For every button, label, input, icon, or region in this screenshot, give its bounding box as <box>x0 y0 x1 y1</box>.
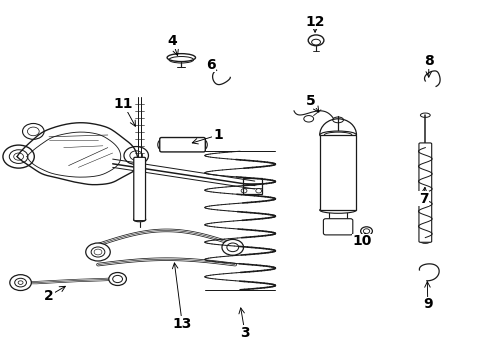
FancyBboxPatch shape <box>134 157 146 221</box>
Text: 11: 11 <box>114 98 133 111</box>
Circle shape <box>222 239 244 255</box>
Text: 3: 3 <box>240 326 250 340</box>
Text: 5: 5 <box>306 94 316 108</box>
Circle shape <box>109 273 126 285</box>
Text: 6: 6 <box>206 58 216 72</box>
Ellipse shape <box>319 207 356 213</box>
Text: 7: 7 <box>419 192 429 206</box>
Text: 4: 4 <box>168 35 177 48</box>
Text: 2: 2 <box>44 289 54 303</box>
Ellipse shape <box>319 131 356 139</box>
FancyBboxPatch shape <box>323 219 353 235</box>
Text: 8: 8 <box>424 54 434 68</box>
Circle shape <box>10 275 31 291</box>
Text: 13: 13 <box>172 317 192 331</box>
Text: 12: 12 <box>305 15 325 28</box>
Bar <box>319 135 356 210</box>
Circle shape <box>86 243 110 261</box>
Text: 9: 9 <box>423 297 433 311</box>
FancyBboxPatch shape <box>160 138 205 152</box>
Text: 1: 1 <box>213 128 223 142</box>
FancyBboxPatch shape <box>419 143 432 242</box>
Text: 10: 10 <box>353 234 372 248</box>
